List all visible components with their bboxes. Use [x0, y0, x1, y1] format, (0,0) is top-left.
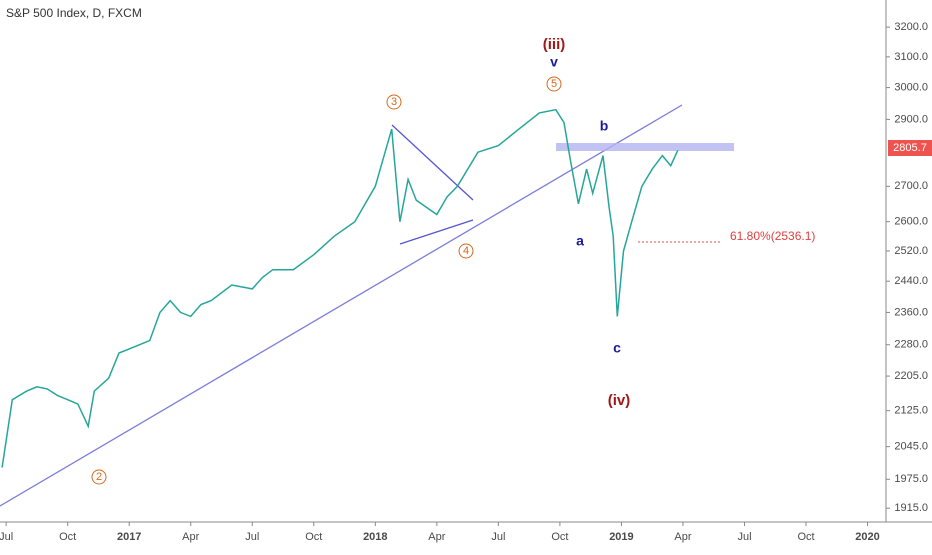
x-tick-label: Oct [551, 531, 568, 543]
x-tick-label: Apr [674, 531, 691, 543]
x-tick-label: Jul [491, 531, 505, 543]
wave-label: 2 [96, 471, 102, 483]
triangle-line [391, 124, 474, 201]
wave-label: v [550, 54, 558, 70]
y-tick-label: 2700.0 [894, 180, 928, 192]
y-tick-label: 2520.0 [894, 245, 928, 257]
y-tick-label: 2125.0 [894, 405, 928, 417]
y-tick-label: 3200.0 [894, 21, 928, 33]
price-line [1, 108, 679, 468]
y-tick-label: 2440.0 [894, 275, 928, 287]
x-tick-label: 2020 [855, 531, 879, 543]
y-tick-label: 2600.0 [894, 216, 928, 228]
wave-circle [386, 94, 402, 110]
x-tick-label: 2018 [363, 531, 387, 543]
wave-label: 3 [391, 96, 397, 108]
resistance-band [556, 143, 734, 151]
y-tick-label: 1915.0 [894, 502, 928, 514]
x-tick-label: Apr [428, 531, 445, 543]
y-tick-label: 2900.0 [894, 113, 928, 125]
fib-label: 61.80%(2536.1) [730, 229, 815, 243]
wave-label: c [613, 340, 621, 356]
x-tick-label: Apr [182, 531, 199, 543]
y-tick-label: 3000.0 [894, 82, 928, 94]
x-tick-label: 2017 [117, 531, 141, 543]
wave-label: (iv) [608, 392, 631, 409]
wave-label: 4 [463, 245, 469, 257]
wave-circle [91, 469, 107, 485]
x-tick-label: 2019 [609, 531, 633, 543]
x-tick-label: Oct [59, 531, 76, 543]
x-tick-label: Oct [305, 531, 322, 543]
wave-label: b [600, 118, 609, 134]
wave-circle [546, 76, 562, 92]
y-tick-label: 2045.0 [894, 441, 928, 453]
y-tick-label: 2280.0 [894, 339, 928, 351]
wave-label: 5 [551, 78, 557, 90]
x-tick-label: Jul [0, 531, 13, 543]
y-tick-label: 2360.0 [894, 306, 928, 318]
y-tick-label: 2205.0 [894, 370, 928, 382]
trend-line [0, 104, 683, 507]
x-tick-label: Oct [797, 531, 814, 543]
wave-label: a [576, 233, 584, 249]
y-tick-label: 3100.0 [894, 51, 928, 63]
y-tick-label: 1975.0 [894, 473, 928, 485]
x-tick-label: Jul [245, 531, 259, 543]
wave-circle [458, 243, 474, 259]
price-tag-label: 2805.7 [893, 142, 927, 154]
triangle-line [399, 219, 474, 245]
price-tag [888, 140, 932, 156]
wave-label: (iii) [543, 36, 566, 53]
chart-title: S&P 500 Index, D, FXCM [6, 6, 142, 20]
x-tick-label: Jul [737, 531, 751, 543]
